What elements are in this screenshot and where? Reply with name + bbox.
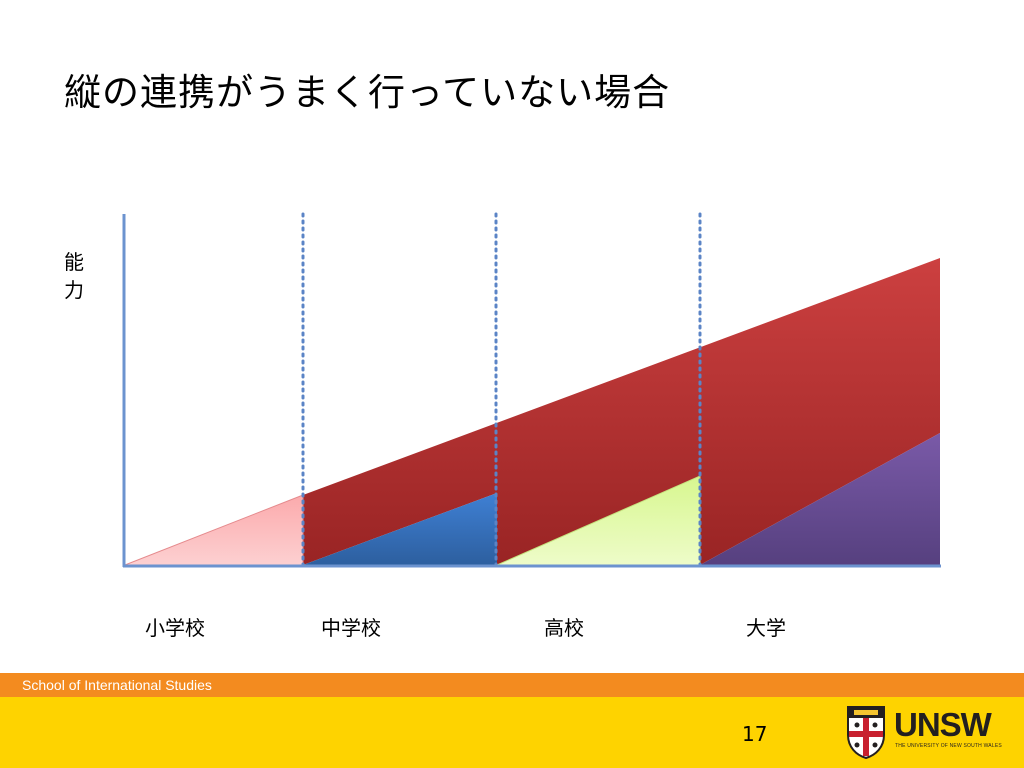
page-number: 17: [742, 722, 768, 746]
stage-label-high-school: 高校: [544, 616, 584, 640]
slide-title: 縦の連携がうまく行っていない場合: [64, 71, 671, 114]
footer-school-name: School of International Studies: [22, 677, 212, 693]
band-ability-potential: [303, 258, 940, 565]
stage-shape-university: [700, 433, 940, 565]
unsw-logo: UNSW THE UNIVERSITY OF NEW SOUTH WALES: [846, 705, 1002, 761]
stage-label-elementary: 小学校: [145, 616, 205, 640]
unsw-crest-icon: [847, 706, 885, 759]
y-axis-label: 能 力: [60, 248, 88, 304]
stage-label-junior-high: 中学校: [321, 616, 381, 640]
logo-wordmark: UNSW: [894, 706, 992, 743]
footer-orange-bar: [0, 673, 1024, 697]
stage-shape-junior-high: [303, 493, 497, 565]
logo-subtitle: THE UNIVERSITY OF NEW SOUTH WALES: [895, 743, 1002, 749]
y-axis-label-char-2: 力: [64, 278, 84, 302]
stage-shape-elementary: [124, 494, 304, 566]
stage-label-university: 大学: [746, 616, 786, 640]
y-axis-label-char-1: 能: [64, 250, 84, 274]
